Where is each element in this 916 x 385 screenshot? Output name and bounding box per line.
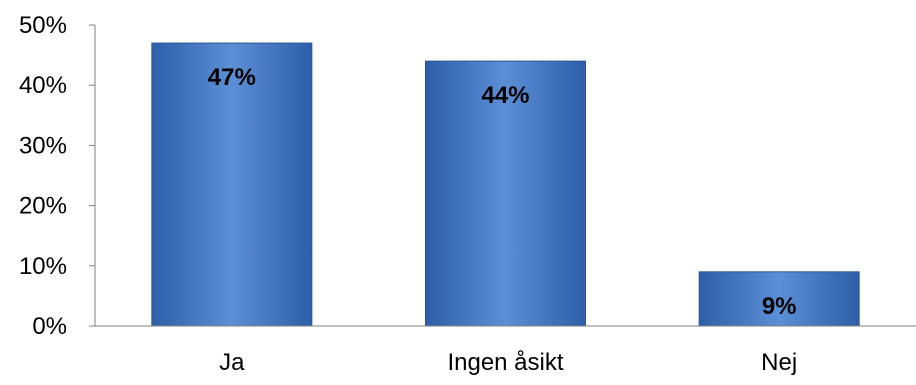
bar-ingen-åsikt: [425, 60, 586, 327]
y-tick-label: 20%: [19, 193, 67, 220]
bar-nej: [698, 271, 860, 327]
y-tick-label: 10%: [19, 253, 67, 280]
bars-group: 47% 44% 9%: [151, 42, 860, 327]
data-label: 44%: [481, 82, 529, 109]
y-tick-label: 0%: [32, 313, 67, 340]
y-tick-label: 50%: [19, 12, 67, 39]
x-category-label: Ja: [219, 349, 245, 376]
y-axis: 0% 10% 20% 30% 40% 50%: [19, 12, 96, 340]
y-tick-label: 40%: [19, 72, 67, 99]
x-category-label: Ingen åsikt: [447, 349, 563, 376]
x-axis: Ja Ingen åsikt Nej: [95, 325, 916, 376]
x-category-label: Nej: [761, 349, 797, 376]
data-label: 47%: [208, 64, 256, 91]
y-tick-label: 30%: [19, 132, 67, 159]
data-label: 9%: [762, 293, 797, 320]
